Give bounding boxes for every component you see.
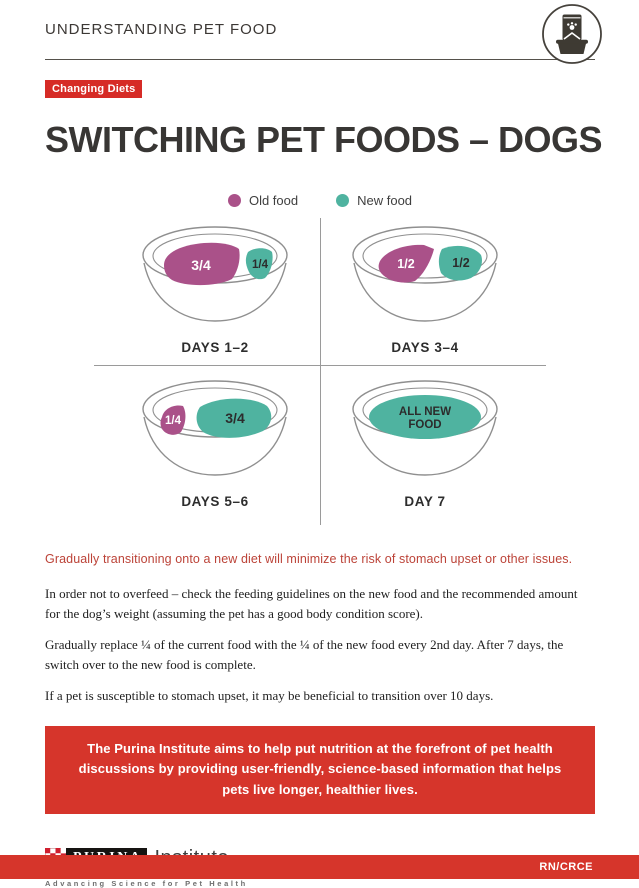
transition-schedule-diagram: 3/4 1/4 DAYS 1–2 1/2 1/2 DAYS 3–4: [94, 218, 546, 525]
body-copy: In order not to overfeed – check the fee…: [45, 584, 595, 706]
legend-item-old-food: Old food: [227, 193, 299, 208]
bowl-illustration-days-3-4: 1/2 1/2: [352, 226, 498, 322]
bowl-days-1-2: 3/4 1/4 DAYS 1–2: [110, 218, 320, 365]
bowl-illustration-days-1-2: 3/4 1/4: [142, 226, 288, 322]
svg-text:FOOD: FOOD: [408, 419, 441, 431]
topic-badge: Changing Diets: [45, 80, 143, 98]
footer-bar: RN/CRCE: [0, 855, 639, 879]
bowl-illustration-days-5-6: 1/4 3/4: [142, 380, 288, 476]
grid-horizontal-divider: [94, 365, 546, 366]
purina-institute-callout: The Purina Institute aims to help put nu…: [45, 725, 595, 814]
grid-vertical-divider: [320, 218, 321, 525]
document-code: RN/CRCE: [539, 861, 593, 873]
day-label: DAYS 5–6: [181, 494, 249, 509]
bowl-days-5-6: 1/4 3/4 DAYS 5–6: [110, 365, 320, 525]
bowl-day-7: ALL NEW FOOD DAY 7: [320, 365, 530, 525]
svg-text:1/4: 1/4: [165, 415, 182, 427]
new-food-dot-icon: [336, 194, 350, 207]
highlight-sentence: Gradually transitioning onto a new diet …: [45, 552, 573, 566]
page-title: SWITCHING PET FOODS – DOGS: [45, 119, 603, 160]
pet-food-bag-and-bowl-icon: [542, 4, 602, 64]
page-header: UNDERSTANDING PET FOOD: [45, 0, 602, 64]
svg-text:3/4: 3/4: [225, 410, 245, 426]
svg-text:1/4: 1/4: [252, 259, 269, 271]
svg-text:1/2: 1/2: [397, 257, 414, 271]
bowl-days-3-4: 1/2 1/2 DAYS 3–4: [320, 218, 530, 365]
day-label: DAYS 3–4: [391, 340, 459, 355]
old-food-dot-icon: [227, 194, 241, 207]
day-label: DAY 7: [404, 494, 446, 509]
legend-item-new-food: New food: [336, 193, 412, 208]
header-divider: [45, 59, 595, 60]
food-legend: Old food New food: [45, 193, 595, 208]
paragraph-stomach-upset: If a pet is susceptible to stomach upset…: [45, 688, 494, 703]
bowl-illustration-day-7: ALL NEW FOOD: [352, 380, 498, 476]
paragraph-feeding-guidelines: In order not to overfeed – check the fee…: [45, 586, 578, 621]
svg-text:3/4: 3/4: [191, 257, 211, 273]
legend-label-new-food: New food: [357, 193, 413, 208]
svg-text:ALL NEW: ALL NEW: [399, 406, 451, 418]
svg-text:1/2: 1/2: [452, 256, 469, 270]
document-series-title: UNDERSTANDING PET FOOD: [45, 21, 278, 38]
day-label: DAYS 1–2: [181, 340, 249, 355]
legend-label-old-food: Old food: [248, 193, 299, 208]
paragraph-replacement-schedule: Gradually replace ¼ of the current food …: [45, 637, 564, 672]
